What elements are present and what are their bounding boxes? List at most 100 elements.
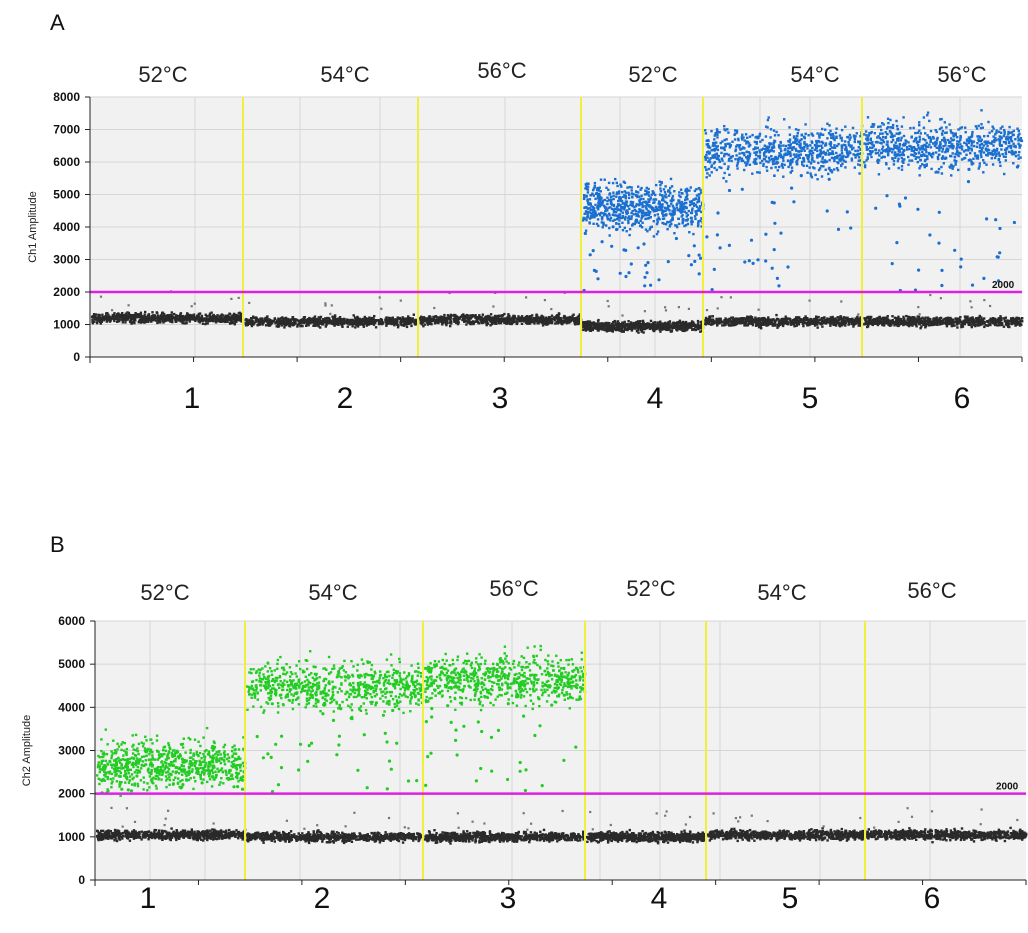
positive-droplet	[622, 195, 625, 199]
negative-droplet	[825, 319, 829, 322]
negative-droplet	[557, 312, 561, 315]
negative-droplet	[575, 317, 578, 320]
positive-droplet	[830, 136, 833, 139]
positive-droplet	[595, 191, 598, 195]
positive-droplet	[624, 191, 628, 194]
negative-droplet	[465, 313, 469, 317]
negative-droplet	[761, 317, 764, 320]
positive-droplet	[647, 198, 650, 201]
negative-droplet	[478, 315, 481, 319]
negative-droplet	[516, 322, 519, 325]
positive-droplet	[788, 133, 792, 136]
positive-droplet	[630, 215, 633, 218]
negative-droplet	[342, 322, 346, 325]
positive-droplet	[593, 184, 596, 188]
negative-droplet	[665, 324, 669, 328]
positive-droplet	[602, 221, 605, 224]
negative-droplet	[601, 328, 604, 331]
negative-droplet	[441, 323, 444, 326]
positive-droplet	[680, 211, 683, 214]
negative-droplet	[267, 320, 271, 323]
negative-droplet	[450, 322, 453, 325]
negative-droplet	[779, 319, 783, 322]
positive-droplet	[627, 271, 631, 275]
positive-droplet	[680, 207, 683, 210]
positive-droplet	[657, 278, 661, 282]
positive-droplet	[832, 156, 835, 160]
negative-droplet	[372, 323, 376, 326]
positive-droplet	[635, 194, 638, 198]
temperature-label: 52°C	[626, 576, 676, 601]
positive-droplet	[797, 153, 801, 157]
negative-droplet	[308, 316, 311, 320]
positive-droplet	[807, 160, 810, 163]
positive-droplet	[619, 196, 622, 199]
positive-droplet	[633, 209, 636, 212]
negative-droplet	[263, 319, 266, 322]
positive-droplet	[634, 209, 638, 213]
negative-droplet	[259, 317, 262, 320]
negative-droplet	[122, 318, 125, 322]
temperature-label: 54°C	[320, 62, 370, 87]
positive-droplet	[647, 194, 651, 197]
negative-droplet	[364, 322, 367, 325]
negative-droplet	[644, 326, 647, 329]
negative-droplet	[726, 318, 730, 321]
positive-droplet	[630, 217, 633, 220]
positive-droplet	[710, 129, 713, 133]
negative-droplet	[671, 323, 675, 326]
negative-droplet	[157, 316, 160, 319]
negative-droplet	[239, 312, 243, 315]
negative-droplet	[688, 322, 691, 325]
positive-droplet	[663, 190, 667, 194]
positive-droplet	[597, 224, 600, 227]
negative-droplet	[115, 317, 118, 320]
negative-droplet	[323, 318, 326, 321]
positive-droplet	[782, 175, 785, 178]
positive-droplet	[650, 206, 654, 209]
negative-droplet	[449, 317, 452, 321]
negative-droplet	[850, 320, 854, 323]
positive-droplet	[598, 186, 601, 189]
positive-droplet	[695, 194, 699, 197]
negative-droplet	[351, 319, 354, 322]
negative-droplet	[264, 324, 268, 327]
positive-droplet	[620, 185, 623, 188]
negative-droplet	[469, 314, 472, 317]
positive-droplet	[667, 208, 670, 211]
negative-droplet	[138, 318, 142, 322]
positive-droplet	[674, 224, 677, 227]
negative-droplet	[169, 317, 173, 321]
positive-droplet	[704, 132, 708, 135]
negative-droplet	[830, 317, 834, 320]
positive-droplet	[684, 198, 687, 202]
negative-droplet	[531, 320, 534, 324]
well-label: 6	[923, 882, 941, 915]
positive-droplet	[666, 228, 669, 231]
negative-droplet	[198, 321, 201, 324]
positive-droplet	[736, 167, 739, 170]
negative-droplet	[705, 309, 709, 312]
positive-droplet	[766, 149, 769, 152]
negative-droplet	[304, 320, 307, 324]
negative-droplet	[725, 319, 728, 323]
negative-droplet	[685, 327, 688, 330]
positive-droplet	[690, 220, 693, 224]
negative-droplet	[699, 320, 703, 324]
negative-droplet	[525, 296, 528, 299]
positive-droplet	[664, 213, 667, 216]
positive-droplet	[620, 206, 623, 209]
negative-droplet	[248, 301, 251, 304]
negative-droplet	[577, 314, 580, 318]
positive-droplet	[816, 149, 819, 153]
positive-droplet	[584, 210, 588, 213]
negative-droplet	[337, 319, 341, 323]
negative-droplet	[626, 326, 630, 329]
negative-droplet	[602, 322, 605, 325]
negative-droplet	[208, 319, 211, 323]
negative-droplet	[355, 319, 358, 322]
negative-droplet	[211, 314, 215, 317]
negative-droplet	[829, 324, 832, 327]
positive-droplet	[844, 155, 848, 159]
negative-droplet	[655, 327, 658, 331]
